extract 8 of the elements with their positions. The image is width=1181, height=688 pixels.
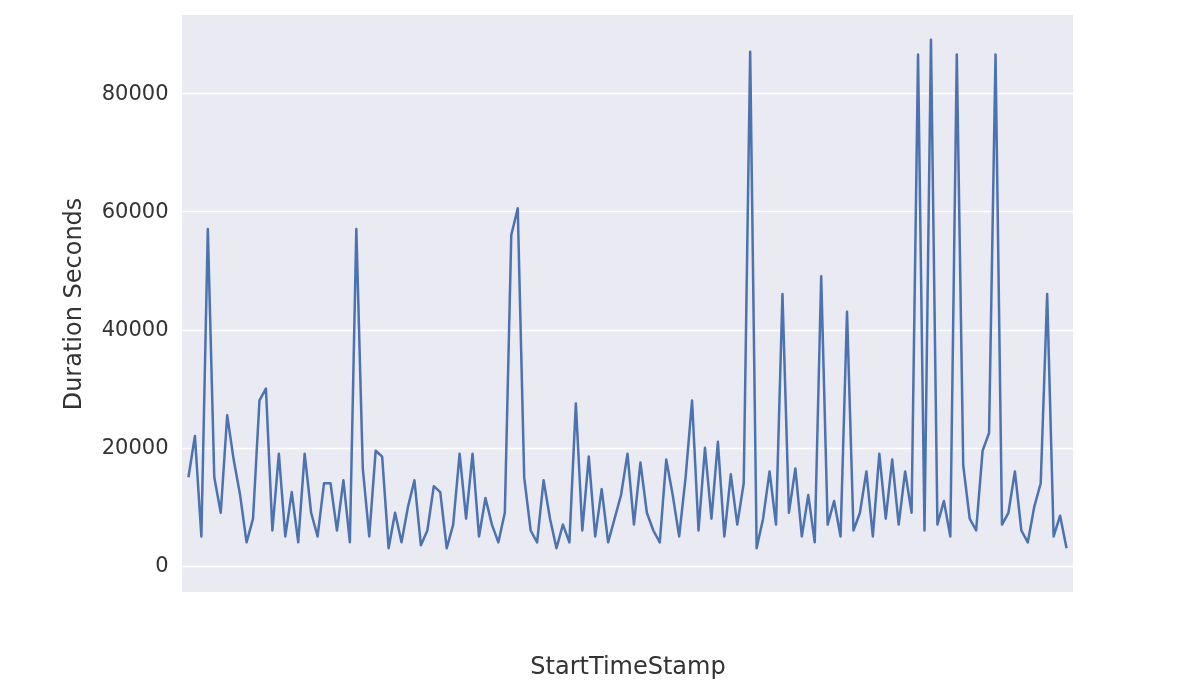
line-series: [187, 38, 1068, 550]
y-axis-title: Duration Seconds: [58, 197, 87, 411]
y-tick-label: 20000: [101, 435, 169, 460]
y-tick-label: 60000: [101, 198, 169, 223]
y-tick-label: 80000: [101, 80, 169, 105]
y-tick-label: 40000: [101, 317, 169, 342]
x-axis-title: StartTimeStamp: [530, 651, 726, 680]
y-tick-label: 0: [155, 553, 169, 578]
